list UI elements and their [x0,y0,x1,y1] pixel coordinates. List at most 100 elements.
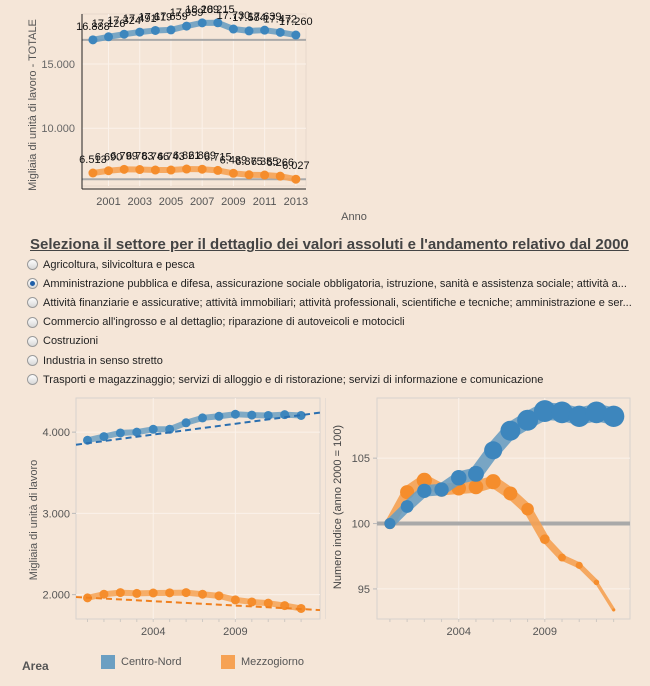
radio-button-icon[interactable] [27,278,38,290]
sector-option-label: Commercio all'ingrosso e al dettaglio; r… [43,316,405,329]
data-label: 6.266 [266,157,294,169]
mezzogiorno-point [148,588,158,598]
centro-nord-point [244,26,254,36]
radio-button-icon[interactable] [27,316,38,328]
data-label: 18.215 [201,4,235,16]
data-label: 17.126 [92,18,126,30]
centro-nord-point [500,420,521,441]
radio-button-icon[interactable] [27,335,38,347]
data-label: 6.821 [173,150,201,162]
mezzogiorno-point [593,579,600,586]
mezzogiorno-point [115,588,125,598]
sector-option-commercio[interactable]: Commercio all'ingrosso e al dettaglio; r… [27,313,637,332]
centro-nord-point [468,465,484,482]
mezzogiorno-point [104,166,114,176]
centro-nord-point [296,410,306,420]
centro-nord-point [182,21,192,31]
legend-title: Area [22,659,49,673]
radio-button-icon[interactable] [27,297,38,309]
legend-label: Centro-Nord [121,656,182,668]
mezzogiorno-point [214,591,224,601]
legend-item-mezzogiorno[interactable]: Mezzogiorno [221,655,304,669]
data-label: 17.659 [154,11,188,23]
mezzogiorno-point [198,589,208,599]
centro-nord-point [104,32,114,42]
centro-nord-point [165,424,175,434]
mezzogiorno-line-segment [594,580,616,612]
data-label: 17.324 [107,15,141,27]
centro-nord-point [198,413,208,423]
data-label: 18.209 [185,4,219,16]
mezzogiorno-point [213,165,223,175]
radio-button-icon[interactable] [27,355,38,367]
data-label: 17.959 [170,7,204,19]
sector-option-amministrazione[interactable]: Amministrazione pubblica e difesa, assic… [27,274,637,293]
centro-nord-point [181,418,191,428]
centro-nord-point [132,427,142,437]
sector-option-industria[interactable]: Industria in senso stretto [27,351,637,370]
radio-button-icon[interactable] [27,374,38,386]
data-label: 6.783 [126,151,154,163]
data-label: 17.639 [248,11,282,23]
centro-nord-point [166,25,176,35]
y-tick-label: 10.000 [41,123,75,135]
data-label: 6.799 [110,150,138,162]
sector-option-attivita-finanziarie[interactable]: Attività finanziarie e assicurative; att… [27,293,637,312]
plot-border [75,397,321,620]
mezzogiorno-point [228,168,238,178]
data-label: 17.260 [279,16,313,28]
centro-nord-point [434,482,449,497]
mezzogiorno-point [182,164,192,174]
mezzogiorno-point [612,608,616,612]
x-tick-label: 2004 [447,626,471,638]
mezzogiorno-point [575,561,583,569]
centro-nord-point [417,483,432,498]
data-label: 6.375 [235,156,263,168]
mezzogiorno-point [150,165,160,175]
y-tick-label: 2.000 [42,590,70,602]
centro-nord-point [602,405,625,427]
centro-nord-point [263,410,273,420]
sector-option-agricoltura[interactable]: Agricoltura, silvicoltura e pesca [27,255,637,274]
mezzogiorno-swatch [221,655,235,669]
sector-option-costruzioni[interactable]: Costruzioni [27,332,637,351]
centro-nord-point [275,27,285,37]
totale-x-axis-title: Anno [341,211,367,223]
mezzogiorno-line-segment [576,562,600,585]
mezzogiorno-point [539,534,550,545]
centro-nord-point [517,409,539,431]
radio-button-icon[interactable] [27,259,38,271]
sector-option-label: Agricoltura, silvicoltura e pesca [43,258,195,271]
index-chart: 2004 2009 95 100 105 Numero indice (anno 200… [325,397,631,638]
centro-nord-point [119,29,129,39]
sector-option-label: Costruzioni [43,335,99,348]
centro-nord-point [150,25,160,35]
data-label: 17.730 [217,10,251,22]
data-label: 6.809 [188,150,216,162]
legend-item-centro-nord[interactable]: Centro-Nord [101,655,182,669]
data-label: 16.888 [76,21,110,33]
data-label: 17.491 [123,13,157,25]
mezzogiorno-trend-line [75,596,321,612]
mezzogiorno-point [260,170,270,180]
legend-label: Mezzogiorno [241,656,304,668]
x-tick-label: 2007 [190,196,214,208]
centro-nord-point [451,470,467,486]
absolute-values-chart: 2004 2009 2.000 3.000 4.000 Migliaia di unit… [28,397,321,638]
data-label: 6.690 [95,152,123,164]
mezzogiorno-point [197,164,207,174]
totale-y-axis-title: Migliaia di unità di lavoro - TOTALE [27,19,39,191]
mezzogiorno-point [521,502,534,516]
data-label: 6.027 [282,160,310,172]
mezzogiorno-point [88,168,98,178]
x-tick-label: 2009 [223,626,247,638]
totale-chart: 16.88817.12617.32417.49117.61917.65917.9… [27,4,367,223]
data-label: 6.355 [251,156,279,168]
sector-option-trasporti[interactable]: Trasporti e magazzinaggio; servizi di al… [27,370,637,389]
sector-radio-group: Agricoltura, silvicoltura e pesca Ammini… [27,255,637,389]
mezzogiorno-point [247,597,257,607]
x-tick-label: 2003 [128,196,152,208]
data-label: 6.513 [79,154,107,166]
centro-nord-point [230,409,240,419]
centro-nord-point [247,410,257,420]
